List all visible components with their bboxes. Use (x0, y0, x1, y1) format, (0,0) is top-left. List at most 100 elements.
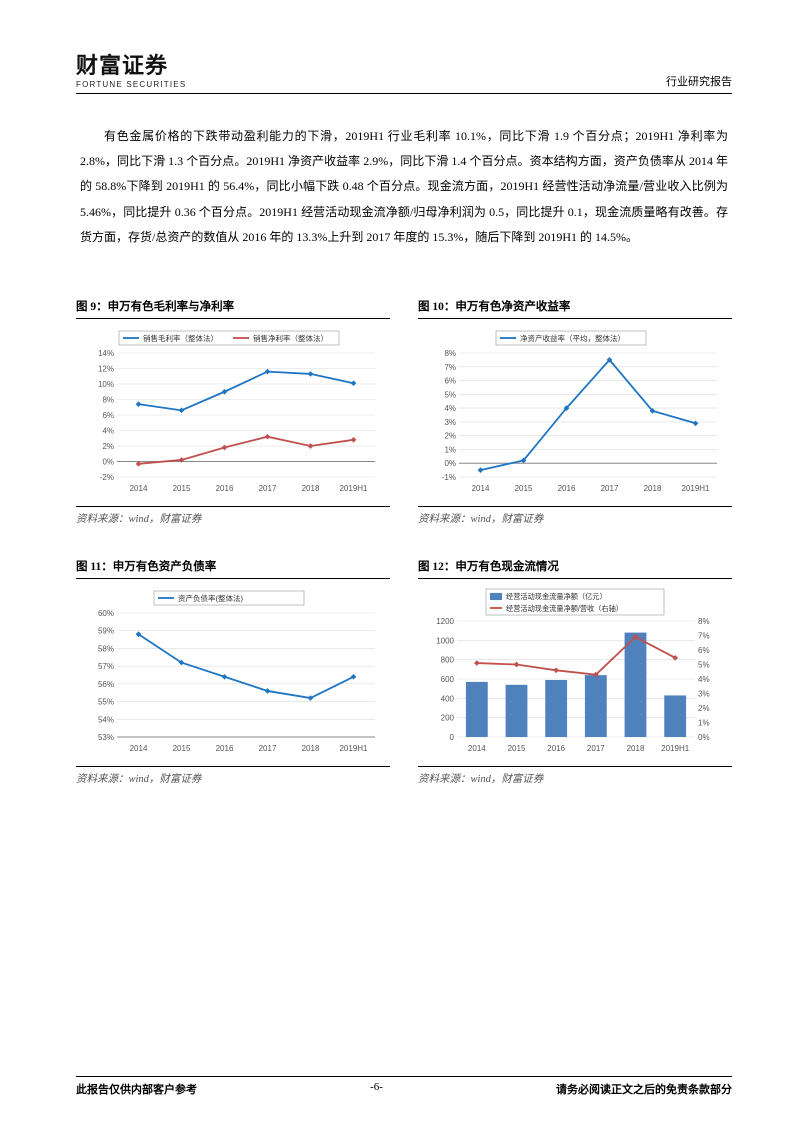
footer-center: -6- (370, 1081, 383, 1097)
svg-text:2017: 2017 (587, 744, 605, 753)
svg-text:净资产收益率（平均，整体法）: 净资产收益率（平均，整体法） (520, 333, 625, 343)
svg-text:5%: 5% (444, 390, 456, 399)
svg-text:0%: 0% (102, 457, 114, 466)
svg-text:1%: 1% (444, 445, 456, 454)
svg-text:2018: 2018 (302, 484, 320, 493)
svg-text:资产负债率(整体法): 资产负债率(整体法) (178, 593, 243, 603)
svg-text:2016: 2016 (216, 484, 234, 493)
svg-text:2015: 2015 (173, 484, 191, 493)
svg-text:55%: 55% (98, 698, 114, 707)
logo: 财富证券 FORTUNE SECURITIES (76, 48, 186, 89)
svg-text:7%: 7% (698, 631, 710, 640)
svg-text:4%: 4% (102, 426, 114, 435)
svg-text:10%: 10% (98, 380, 114, 389)
svg-text:59%: 59% (98, 627, 114, 636)
svg-text:3%: 3% (444, 418, 456, 427)
chart-11-source: 资料来源：wind，财富证券 (76, 766, 390, 786)
page-footer: 此报告仅供内部客户参考 -6- 请务必阅读正文之后的免责条款部分 (76, 1076, 732, 1097)
svg-text:7%: 7% (444, 363, 456, 372)
chart-12-svg: 0 200 400 600 800 1000 1200 0% 1% 2% 3% 4% 5% 6% 7% 8% 2… (418, 587, 732, 757)
svg-text:57%: 57% (98, 662, 114, 671)
body-paragraph: 有色金属价格的下跌带动盈利能力的下滑，2019H1 行业毛利率 10.1%，同比… (80, 124, 728, 250)
svg-text:2%: 2% (444, 432, 456, 441)
svg-text:2017: 2017 (259, 484, 277, 493)
svg-text:5%: 5% (698, 660, 710, 669)
svg-text:6%: 6% (698, 646, 710, 655)
svg-text:2019H1: 2019H1 (339, 744, 368, 753)
doc-type: 行业研究报告 (666, 73, 732, 89)
svg-text:1200: 1200 (436, 617, 454, 626)
svg-text:800: 800 (441, 656, 455, 665)
footer-right: 请务必阅读正文之后的免责条款部分 (556, 1081, 732, 1097)
chart-11-title: 图 11：申万有色资产负债率 (76, 558, 390, 579)
svg-text:58%: 58% (98, 644, 114, 653)
svg-text:2014: 2014 (130, 744, 148, 753)
svg-text:销售毛利率（整体法）: 销售毛利率（整体法） (143, 333, 218, 343)
svg-text:2014: 2014 (472, 484, 490, 493)
svg-text:60%: 60% (98, 609, 114, 618)
chart-11: 图 11：申万有色资产负债率 53% 54% 55% 56% 57% 58% 59% 60% 2… (76, 558, 390, 786)
svg-text:6%: 6% (444, 376, 456, 385)
svg-text:2018: 2018 (302, 744, 320, 753)
chart-9-source: 资料来源：wind，财富证券 (76, 506, 390, 526)
chart-12-source: 资料来源：wind，财富证券 (418, 766, 732, 786)
svg-text:-2%: -2% (100, 473, 114, 482)
svg-text:2016: 2016 (558, 484, 576, 493)
svg-text:2016: 2016 (547, 744, 565, 753)
chart-9-title: 图 9：申万有色毛利率与净利率 (76, 298, 390, 319)
svg-text:200: 200 (441, 714, 455, 723)
svg-text:2015: 2015 (515, 484, 533, 493)
chart-10: 图 10：申万有色净资产收益率 -1% 0% 1% 2% 3% 4% 5% 6% 7% 8% 201… (418, 298, 732, 526)
charts-grid: 图 9：申万有色毛利率与净利率 -2% 0% 2% 4% 6% 8% 10% 12% 14% 20… (76, 298, 732, 786)
svg-text:0%: 0% (698, 733, 710, 742)
svg-text:0: 0 (450, 733, 455, 742)
svg-text:1000: 1000 (436, 636, 454, 645)
svg-text:400: 400 (441, 694, 455, 703)
logo-en: FORTUNE SECURITIES (76, 80, 186, 89)
svg-text:2018: 2018 (644, 484, 662, 493)
chart-9-svg: -2% 0% 2% 4% 6% 8% 10% 12% 14% 2014 2015 2016 2017 20… (76, 327, 390, 497)
svg-text:14%: 14% (98, 349, 114, 358)
chart-12: 图 12：申万有色现金流情况 0 200 400 600 800 1000 1200 0% 1%… (418, 558, 732, 786)
svg-text:2015: 2015 (173, 744, 191, 753)
page-header: 财富证券 FORTUNE SECURITIES 行业研究报告 (76, 48, 732, 94)
svg-text:54%: 54% (98, 715, 114, 724)
chart-10-svg: -1% 0% 1% 2% 3% 4% 5% 6% 7% 8% 2014 2015 2016 2017 201… (418, 327, 732, 497)
svg-text:4%: 4% (698, 675, 710, 684)
svg-text:2018: 2018 (627, 744, 645, 753)
svg-text:2017: 2017 (601, 484, 619, 493)
svg-text:4%: 4% (444, 404, 456, 413)
chart-10-source: 资料来源：wind，财富证券 (418, 506, 732, 526)
svg-text:经营活动现金流量净额/营收（右轴）: 经营活动现金流量净额/营收（右轴） (506, 604, 623, 613)
svg-text:12%: 12% (98, 364, 114, 373)
svg-text:2015: 2015 (508, 744, 526, 753)
svg-text:2019H1: 2019H1 (681, 484, 710, 493)
chart-9: 图 9：申万有色毛利率与净利率 -2% 0% 2% 4% 6% 8% 10% 12% 14% 20… (76, 298, 390, 526)
svg-text:8%: 8% (698, 617, 710, 626)
svg-text:2017: 2017 (259, 744, 277, 753)
svg-text:2019H1: 2019H1 (339, 484, 368, 493)
svg-text:53%: 53% (98, 733, 114, 742)
svg-text:经营活动现金流量净额（亿元）: 经营活动现金流量净额（亿元） (506, 592, 607, 601)
svg-text:2%: 2% (102, 442, 114, 451)
footer-left: 此报告仅供内部客户参考 (76, 1081, 197, 1097)
svg-text:6%: 6% (102, 411, 114, 420)
svg-text:3%: 3% (698, 689, 710, 698)
chart-12-title: 图 12：申万有色现金流情况 (418, 558, 732, 579)
chart-11-svg: 53% 54% 55% 56% 57% 58% 59% 60% 2014 2015 2016 2017… (76, 587, 390, 757)
svg-text:600: 600 (441, 675, 455, 684)
svg-text:-1%: -1% (442, 473, 456, 482)
svg-text:2014: 2014 (468, 744, 486, 753)
logo-zh: 财富证券 (76, 48, 186, 80)
svg-text:2%: 2% (698, 704, 710, 713)
svg-text:8%: 8% (444, 349, 456, 358)
svg-text:1%: 1% (698, 718, 710, 727)
svg-text:0%: 0% (444, 459, 456, 468)
svg-text:销售净利率（整体法）: 销售净利率（整体法） (253, 333, 328, 343)
svg-text:2019H1: 2019H1 (661, 744, 690, 753)
chart-10-title: 图 10：申万有色净资产收益率 (418, 298, 732, 319)
svg-text:56%: 56% (98, 680, 114, 689)
svg-text:8%: 8% (102, 395, 114, 404)
svg-text:2016: 2016 (216, 744, 234, 753)
svg-text:2014: 2014 (130, 484, 148, 493)
